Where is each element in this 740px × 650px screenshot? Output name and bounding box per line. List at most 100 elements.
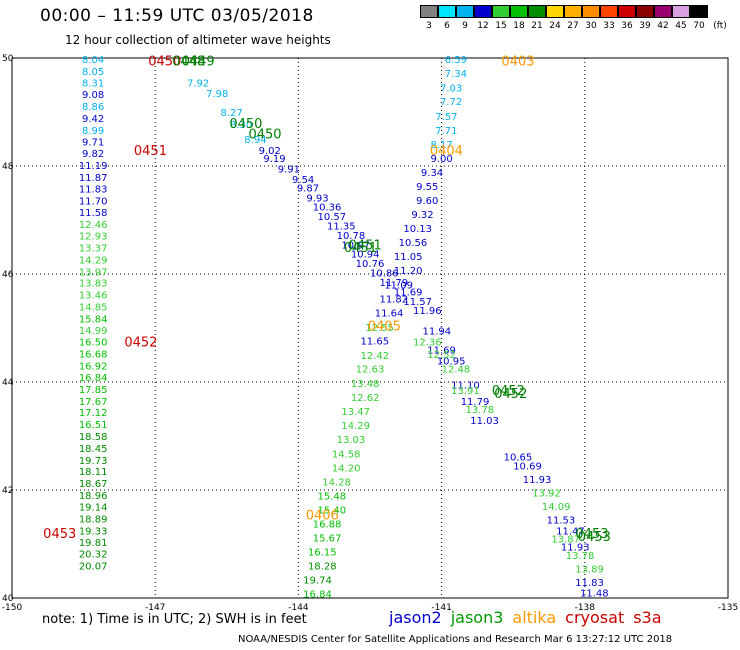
track-time-label: 0450	[229, 117, 262, 132]
swh-value: 14.29	[79, 255, 108, 266]
scale-label: 12	[477, 21, 489, 31]
swh-value: 7.71	[435, 126, 457, 137]
swh-value: 13.47	[341, 407, 370, 418]
scale-swatch	[618, 5, 636, 18]
track-time-label: 0448	[172, 55, 205, 70]
legend-s3a: s3a	[633, 608, 662, 627]
swh-value: 7.57	[435, 112, 457, 123]
legend-jason3: jason3	[450, 608, 504, 627]
track-time-label: 0453	[43, 527, 76, 542]
scale-swatch	[636, 5, 654, 18]
swh-value: 13.03	[337, 435, 366, 446]
track-time-label: 0451	[349, 238, 382, 253]
axis-tick-labels: -150 -147 -144 -141 -138 -135 40 42 44 46 48 50	[2, 54, 738, 613]
swh-value: 11.19	[79, 161, 108, 172]
swh-value: 13.89	[575, 564, 604, 575]
swh-value: 8.99	[82, 126, 104, 137]
swh-value: 9.08	[82, 90, 104, 101]
y-tick-label: 48	[2, 162, 14, 172]
swh-value: 7.72	[440, 97, 462, 108]
swh-value: 10.78	[337, 231, 366, 242]
swh-value: 11.93	[561, 543, 590, 554]
swh-value: 13.37	[79, 244, 108, 255]
swh-value: 7.03	[440, 84, 462, 95]
swh-value: 11.79	[461, 397, 490, 408]
swh-value: 14.20	[332, 463, 361, 474]
swh-value: 17.67	[79, 397, 108, 408]
swh-value: 12.36	[413, 338, 442, 349]
chart-subtitle: 12 hour collection of altimeter wave hei…	[65, 33, 331, 47]
swh-value: 15.67	[313, 534, 342, 545]
track-time-label: 0450	[248, 128, 281, 143]
swh-value: 10.57	[317, 212, 346, 223]
scale-swatch	[456, 5, 474, 18]
track-time-label: 0451	[344, 241, 377, 256]
swh-value: 11.48	[580, 589, 609, 600]
swh-value: 18.11	[79, 467, 108, 478]
swh-value: 10.36	[313, 203, 342, 214]
y-tick-label: 46	[2, 270, 14, 280]
swh-value: 10.97	[341, 240, 370, 251]
scale-label: 6	[444, 21, 450, 31]
swh-value: 19.74	[303, 576, 332, 587]
swh-value: 11.10	[451, 381, 480, 392]
scale-swatch	[420, 5, 438, 18]
swh-value: 14.09	[542, 502, 571, 513]
scale-label: 9	[462, 21, 468, 31]
swh-value: 11.79	[380, 278, 409, 289]
swh-value: 13.78	[465, 405, 494, 416]
x-tick-label: -150	[2, 603, 23, 613]
swh-value: 16.92	[79, 361, 108, 372]
swh-value: 9.82	[82, 149, 104, 160]
track-time-label: 0452	[492, 384, 525, 399]
track-time-label: 0449	[182, 55, 215, 70]
plot-frame	[11, 57, 729, 599]
scale-label: 3	[426, 21, 432, 31]
swh-value: 9.54	[292, 175, 314, 186]
swh-value: 16.50	[79, 338, 108, 349]
scale-label: 27	[567, 21, 579, 31]
swh-value: 11.83	[575, 578, 604, 589]
scale-label: 18	[513, 21, 525, 31]
track-time-label: 0405	[368, 319, 401, 334]
swh-value: 9.91	[278, 165, 300, 176]
swh-value: 10.94	[351, 249, 380, 260]
swh-value: 15.40	[317, 505, 346, 516]
scale-swatch	[492, 5, 510, 18]
swh-value: 10.56	[399, 238, 428, 249]
scale-label: 21	[531, 21, 543, 31]
swh-value: 9.55	[416, 182, 438, 193]
swh-value: 11.57	[403, 297, 432, 308]
footer-credit: NOAA/NESDIS Center for Satellite Applica…	[238, 634, 673, 645]
swh-value: 9.00	[430, 154, 452, 165]
swh-value: 9.02	[259, 146, 281, 157]
swh-value: 18.96	[79, 491, 108, 502]
swh-value: 16.68	[79, 349, 108, 360]
swh-value: 9.32	[411, 210, 433, 221]
satellite-legend: jason2 jason3 altika cryosat s3a	[389, 608, 671, 627]
swh-value: 18.45	[79, 444, 108, 455]
swh-value: 13.92	[532, 489, 561, 500]
track-time-label: 0406	[306, 508, 339, 523]
swh-value: 13.83	[79, 279, 108, 290]
color-scale-legend: 3 6 9 12 15 18 21 24 27 30 33 36 39 42 45 70 (ft)	[420, 5, 728, 31]
chart-title: 00:00 – 11:59 UTC 03/05/2018	[40, 6, 314, 26]
swh-value: 6.59	[445, 55, 467, 66]
swh-value: 14.99	[79, 326, 108, 337]
scale-swatch	[510, 5, 528, 18]
x-tick-label: -144	[288, 603, 309, 613]
swh-value: 12.63	[356, 365, 385, 376]
scale-label: 39	[639, 21, 651, 31]
swh-value: 18.28	[308, 562, 337, 573]
scale-label: 30	[585, 21, 597, 31]
track-time-label: 0450	[148, 55, 181, 70]
legend-jason2: jason2	[389, 608, 442, 627]
swh-value: 9.93	[306, 193, 328, 204]
scale-label: 24	[549, 21, 561, 31]
swh-value: 11.82	[380, 294, 409, 305]
swh-value: 12.52	[427, 350, 456, 361]
swh-value: 11.69	[394, 287, 423, 298]
swh-value: 8.30	[230, 120, 252, 131]
swh-value: 8.27	[220, 108, 242, 119]
